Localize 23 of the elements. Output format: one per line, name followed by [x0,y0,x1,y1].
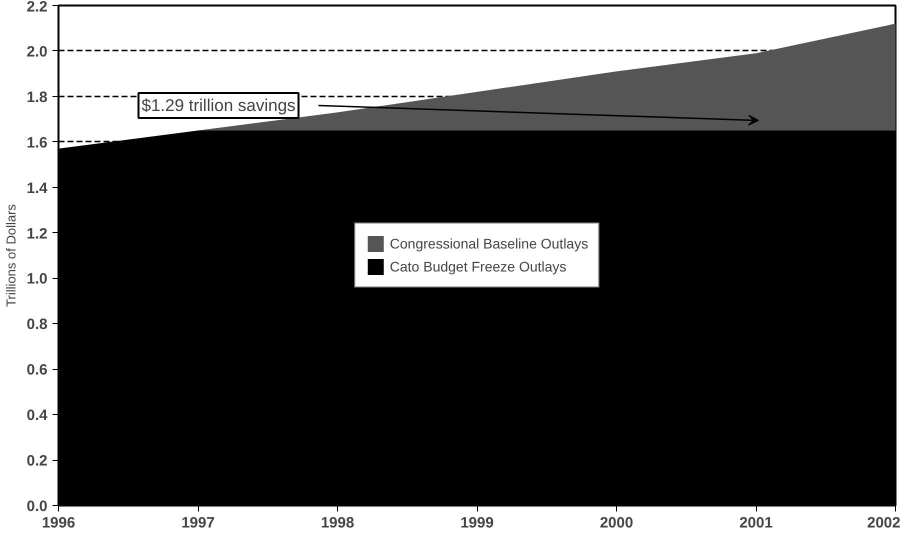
y-tick-label: 1.2 [26,225,48,242]
y-tick-label: 0.8 [26,316,48,334]
annotation: $1.29 trillion savings [142,96,296,115]
y-tick-label: 1.0 [26,270,48,288]
x-tick-label: 2002 [867,514,901,532]
y-tick-label: 1.6 [26,134,48,152]
x-tick-label: 1999 [460,514,494,532]
y-tick-label: 0.4 [26,407,48,424]
x-tick-label: 1998 [320,514,354,532]
x-tick-label: 2001 [739,514,773,532]
legend-label: Congressional Baseline Outlays [390,236,588,252]
y-tick-label: 0.0 [26,498,48,515]
y-tick-label: 2.0 [26,43,48,60]
y-tick-label: 1.8 [26,88,48,106]
x-tick-label: 1996 [42,514,76,532]
y-axis-title: Trillions of Dollars [4,204,19,307]
x-tick-label: 1997 [181,514,215,532]
y-tick-label: 2.2 [26,0,48,16]
y-tick-label: 0.6 [26,362,48,379]
y-tick-label: 0.2 [26,452,48,470]
y-tick-label: 1.4 [26,180,48,197]
legend-label: Cato Budget Freeze Outlays [390,258,566,274]
x-tick-label: 2000 [600,514,634,532]
